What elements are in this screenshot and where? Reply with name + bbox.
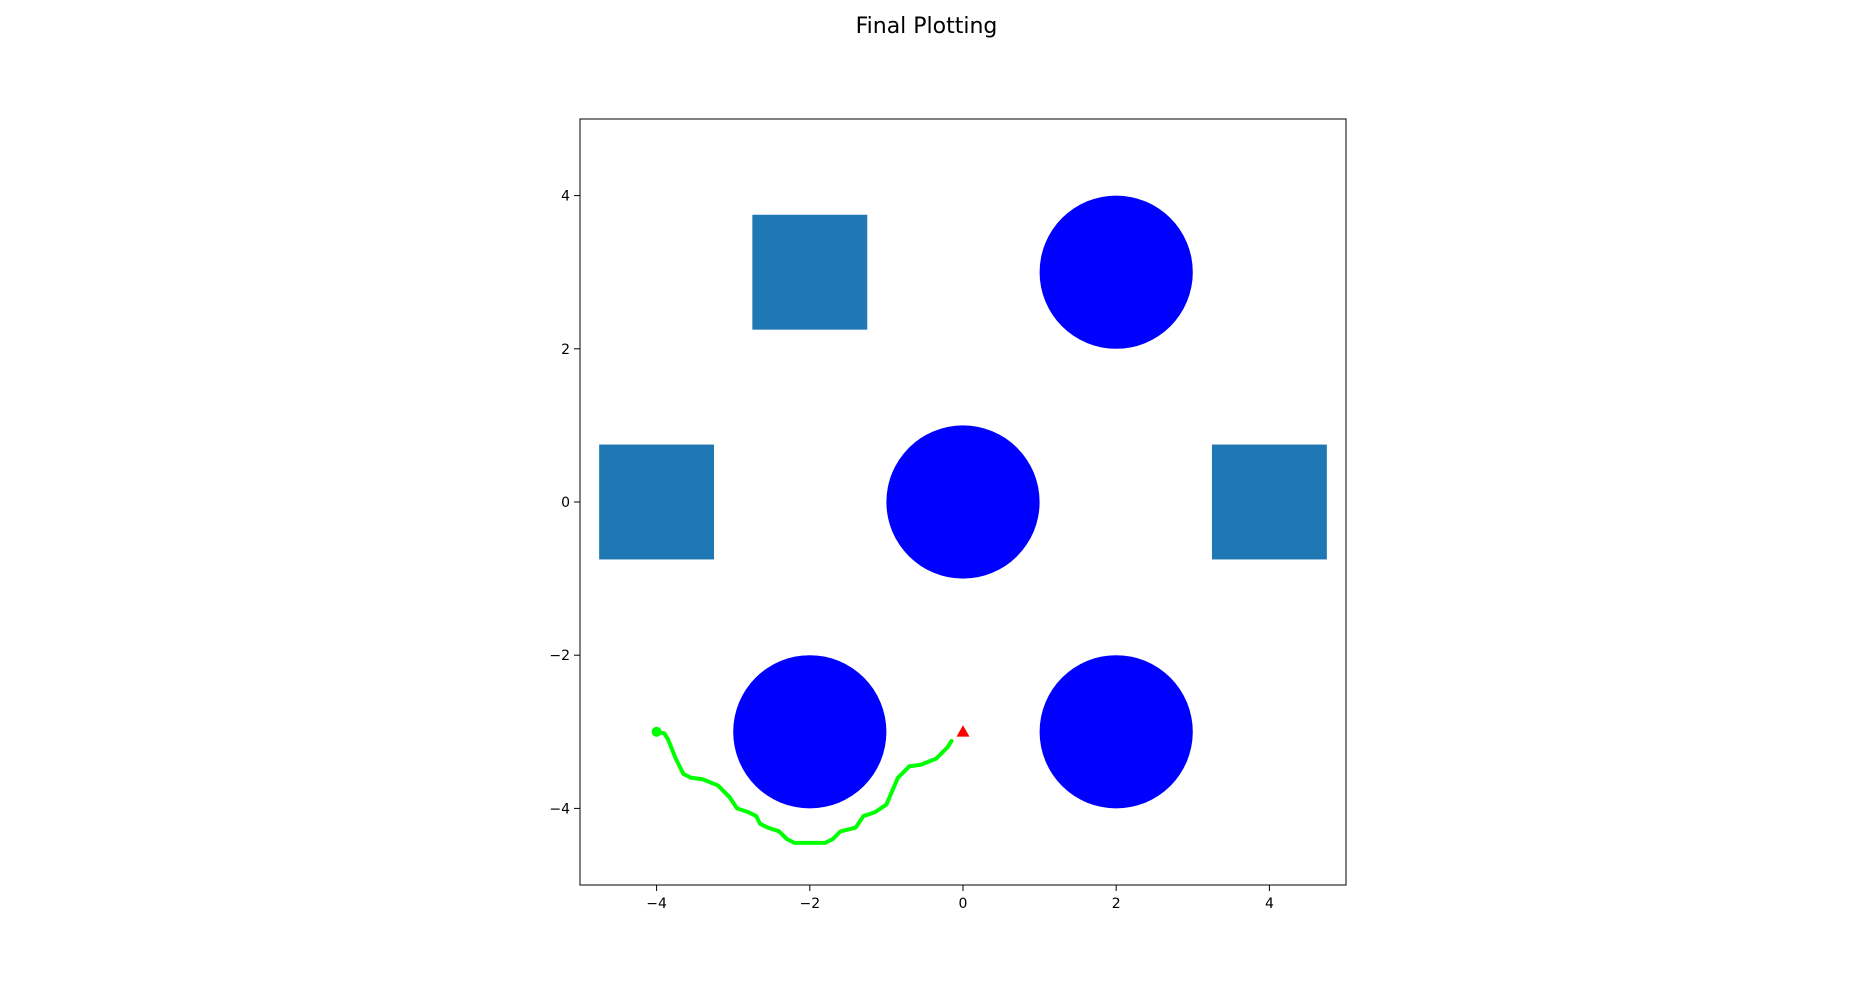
x-tick-label: 2 [1112, 896, 1121, 912]
x-tick-label: −2 [799, 896, 820, 912]
goal-marker [956, 725, 970, 737]
y-tick-label: 0 [561, 495, 570, 511]
y-tick-label: 4 [561, 189, 570, 205]
x-tick-label: 4 [1265, 896, 1274, 912]
square-obstacle [752, 214, 868, 330]
x-tick-label: −4 [646, 896, 667, 912]
y-tick-label: 2 [561, 342, 570, 358]
square-obstacle [599, 444, 715, 560]
x-tick-label: 0 [959, 896, 968, 912]
square-obstacle [1211, 444, 1327, 560]
chart-title: Final Plotting [855, 14, 998, 39]
circle-obstacle [1039, 655, 1193, 809]
y-tick-label: −2 [549, 648, 570, 664]
path-line [654, 729, 954, 845]
circle-obstacle [733, 655, 887, 809]
circle-obstacle [886, 425, 1040, 579]
circle-obstacle [1039, 195, 1193, 349]
y-tick-label: −4 [549, 801, 570, 817]
start-marker [651, 726, 662, 737]
